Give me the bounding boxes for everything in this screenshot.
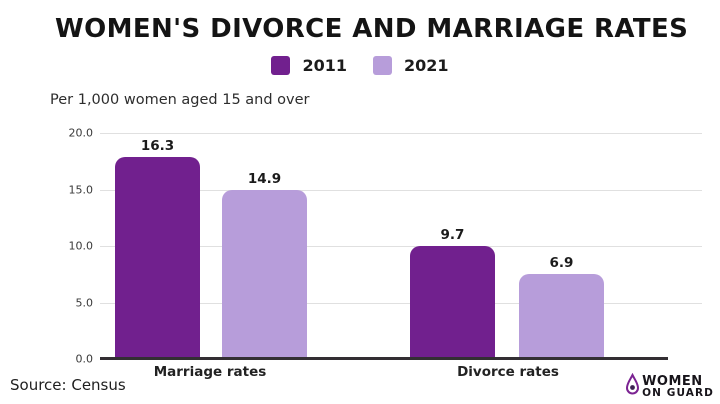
y-tick-15.0: 15.0 (68, 183, 94, 196)
brand-logo-line1: WOMEN (642, 374, 703, 390)
bar-2011-marriage-rates (115, 156, 200, 359)
chart-title: WOMEN'S DIVORCE AND MARRIAGE RATES (55, 14, 689, 44)
legend-item-2021: 2021 (373, 56, 449, 75)
gridline-10 (100, 246, 702, 247)
legend-swatch-2011 (271, 56, 291, 75)
y-tick-0.0: 0.0 (75, 352, 94, 366)
legend-label-2021: 2021 (404, 56, 449, 75)
legend-label-2011: 2011 (302, 56, 347, 75)
y-tick-10.0: 10.0 (68, 239, 94, 253)
brand-logo-line2: ON GUARD (642, 387, 714, 400)
bar-value-2011-marriage-rates: 16.3 (140, 137, 175, 154)
droplet-figure-icon (625, 372, 640, 401)
legend-item-2011: 2011 (271, 56, 347, 75)
source-note: Source: Census (10, 376, 126, 394)
chart-subtitle: Per 1,000 women aged 15 and over (50, 92, 310, 108)
category-label-divorce-rates: Divorce rates (457, 364, 559, 380)
y-tick-5.0: 5.0 (75, 296, 94, 309)
bar-2021-marriage-rates (222, 189, 307, 359)
brand-logo: WOMEN ON GUARD (625, 372, 714, 401)
bar-value-2021-divorce-rates: 6.9 (549, 255, 574, 272)
y-tick-20.0: 20.0 (68, 126, 94, 140)
bar-value-2011-divorce-rates: 9.7 (440, 227, 465, 243)
bar-2011-divorce-rates (410, 246, 495, 359)
gridline-15 (100, 189, 702, 191)
x-axis-line (100, 357, 668, 360)
legend: 2011 2021 (0, 56, 720, 75)
bar-value-2021-marriage-rates: 14.9 (247, 170, 282, 187)
bar-2021-divorce-rates (519, 274, 604, 359)
gridline-5 (100, 302, 702, 304)
gridline-20 (100, 133, 702, 134)
legend-swatch-2021 (373, 56, 392, 75)
brand-logo-text: WOMEN ON GUARD (642, 375, 714, 399)
category-label-marriage-rates: Marriage rates (153, 364, 267, 380)
